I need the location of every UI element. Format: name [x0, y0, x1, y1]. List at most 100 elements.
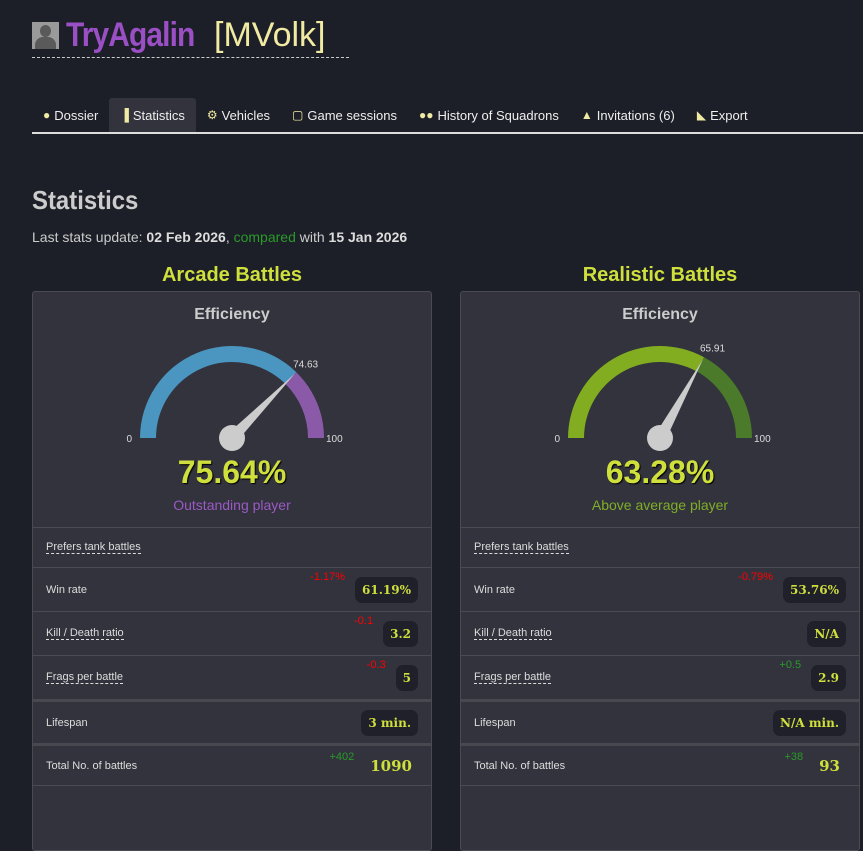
efficiency-gauge: 0 100 74.63 — [126, 346, 343, 451]
monitor-icon: ▢ — [292, 108, 304, 122]
mode-column: Arcade Battles Efficiency 0 100 74.63 75.6… — [32, 264, 432, 851]
gauge-pivot — [647, 425, 673, 451]
tab-label: History of Squadrons — [437, 107, 559, 123]
gauge-value-label: 65.91 — [700, 344, 725, 355]
tab-invitations[interactable]: ▲ Invitations (6) — [570, 98, 686, 132]
tab-statistics[interactable]: ▐ Statistics — [109, 98, 196, 132]
win-rate-row: Win rate -0.79% 53.76% — [461, 567, 859, 611]
win-rate-delta: -0.79% — [738, 570, 774, 583]
last-update: Last stats update: 02 Feb 2026, compared… — [32, 229, 407, 245]
battles-delta: +402 — [329, 750, 355, 763]
tab-history-of-squadrons[interactable]: ●● History of Squadrons — [408, 98, 570, 132]
lifespan-label: Lifespan — [46, 716, 88, 729]
efficiency-gauge: 0 100 65.91 — [554, 344, 771, 451]
gauge-band-low — [140, 346, 297, 438]
tab-game-sessions[interactable]: ▢ Game sessions — [281, 98, 408, 132]
lifespan-value: N/A min. — [773, 709, 846, 736]
efficiency-title: Efficiency — [622, 306, 698, 323]
battles-row: Total No. of battles +38 93 — [461, 743, 859, 785]
gauge-pivot — [219, 425, 245, 451]
prefers-row: Prefers tank battles — [33, 527, 431, 567]
mode-title: Realistic Battles — [582, 264, 738, 286]
bar-chart-icon: ▐ — [120, 108, 129, 122]
battles-row: Total No. of battles +402 1090 — [33, 743, 431, 785]
frags-value: 5 — [395, 664, 418, 691]
next-row — [461, 785, 859, 825]
lifespan-row: Lifespan N/A min. — [461, 699, 859, 743]
mode-column: Realistic Battles Efficiency 0 100 65.91 6… — [460, 264, 860, 851]
efficiency-value: 75.64% — [177, 454, 287, 490]
user-icon: ● — [43, 108, 51, 122]
gauge-min-label: 0 — [554, 434, 560, 445]
battles-value: 1090 — [370, 756, 412, 775]
player-rank: Above average player — [591, 497, 729, 513]
compared-link[interactable]: compared — [233, 229, 296, 245]
gauge-max-label: 100 — [326, 434, 343, 445]
tab-label: Statistics — [132, 107, 185, 123]
mode-title: Arcade Battles — [161, 264, 303, 286]
prefers-label[interactable]: Prefers tank battles — [46, 541, 141, 554]
gauge-min-label: 0 — [126, 434, 132, 445]
compare-date: 15 Jan 2026 — [328, 229, 408, 245]
gear-icon: ⚙ — [206, 108, 218, 122]
profile-tabs: ● Dossier ▐ Statistics ⚙ Vehicles ▢ Game ses… — [32, 98, 863, 134]
users-icon: ●● — [418, 108, 434, 122]
frags-row: Frags per battle +0.5 2.9 — [461, 655, 859, 699]
frags-label[interactable]: Frags per battle — [474, 671, 552, 684]
player-rank: Outstanding player — [173, 497, 291, 513]
gauge-band-high — [696, 357, 752, 438]
win-rate-delta: -1.17% — [310, 570, 346, 583]
kd-label[interactable]: Kill / Death ratio — [46, 627, 124, 640]
lifespan-value: 3 min. — [361, 709, 418, 736]
player-nickname: TryAgalin — [66, 16, 195, 54]
clan-tag[interactable]: [MVolk] — [214, 16, 326, 54]
win-rate-label: Win rate — [474, 583, 515, 596]
avatar — [32, 22, 59, 49]
frags-row: Frags per battle -0.3 5 — [33, 655, 431, 699]
kd-row: Kill / Death ratio -0.1 3.2 — [33, 611, 431, 655]
tab-dossier[interactable]: ● Dossier — [32, 98, 109, 132]
kd-value: 3.2 — [383, 620, 418, 647]
mode-card: Efficiency 0 100 74.63 75.64% Outstanding … — [32, 291, 432, 851]
win-rate-row: Win rate -1.17% 61.19% — [33, 567, 431, 611]
rss-icon: ◣ — [696, 108, 707, 122]
tab-label: Game sessions — [307, 107, 397, 123]
win-rate-value: 53.76% — [783, 576, 846, 603]
tab-label: Vehicles — [221, 107, 271, 123]
prefers-row: Prefers tank battles — [461, 527, 859, 567]
tab-label: Dossier — [54, 107, 99, 123]
win-rate-label: Win rate — [46, 583, 87, 596]
frags-delta: -0.3 — [366, 658, 386, 671]
win-rate-value: 61.19% — [355, 576, 418, 603]
gauge-needle — [654, 359, 704, 441]
page-title: Statistics — [32, 185, 139, 215]
gauge-band-high — [285, 372, 324, 438]
battles-delta: +38 — [784, 750, 804, 763]
lifespan-row: Lifespan 3 min. — [33, 699, 431, 743]
frags-label[interactable]: Frags per battle — [46, 671, 124, 684]
update-date: 02 Feb 2026 — [146, 229, 226, 245]
tab-export[interactable]: ◣ Export — [686, 98, 759, 132]
kd-row: Kill / Death ratio N/A — [461, 611, 859, 655]
kd-label[interactable]: Kill / Death ratio — [474, 627, 552, 640]
with-text: with — [299, 229, 325, 245]
efficiency-value: 63.28% — [605, 454, 715, 490]
gauge-max-label: 100 — [754, 434, 771, 445]
comma: , — [225, 229, 230, 245]
player-header: TryAgalin [MVolk] — [32, 14, 349, 58]
frags-value: 2.9 — [811, 664, 846, 691]
battles-value: 93 — [819, 756, 840, 775]
gauge-band-low — [568, 346, 705, 438]
bell-icon: ▲ — [580, 108, 593, 122]
kd-value: N/A — [807, 620, 846, 647]
gauge-value-label: 74.63 — [293, 359, 318, 370]
prefers-label[interactable]: Prefers tank battles — [474, 541, 569, 554]
gauge-needle — [227, 373, 295, 443]
next-row — [33, 785, 431, 825]
mode-card: Efficiency 0 100 65.91 63.28% Above averag… — [460, 291, 860, 851]
efficiency-title: Efficiency — [194, 306, 270, 323]
tab-label: Export — [710, 107, 748, 123]
kd-delta: -0.1 — [354, 614, 374, 627]
tab-vehicles[interactable]: ⚙ Vehicles — [196, 98, 281, 132]
update-prefix: Last stats update: — [32, 229, 143, 245]
